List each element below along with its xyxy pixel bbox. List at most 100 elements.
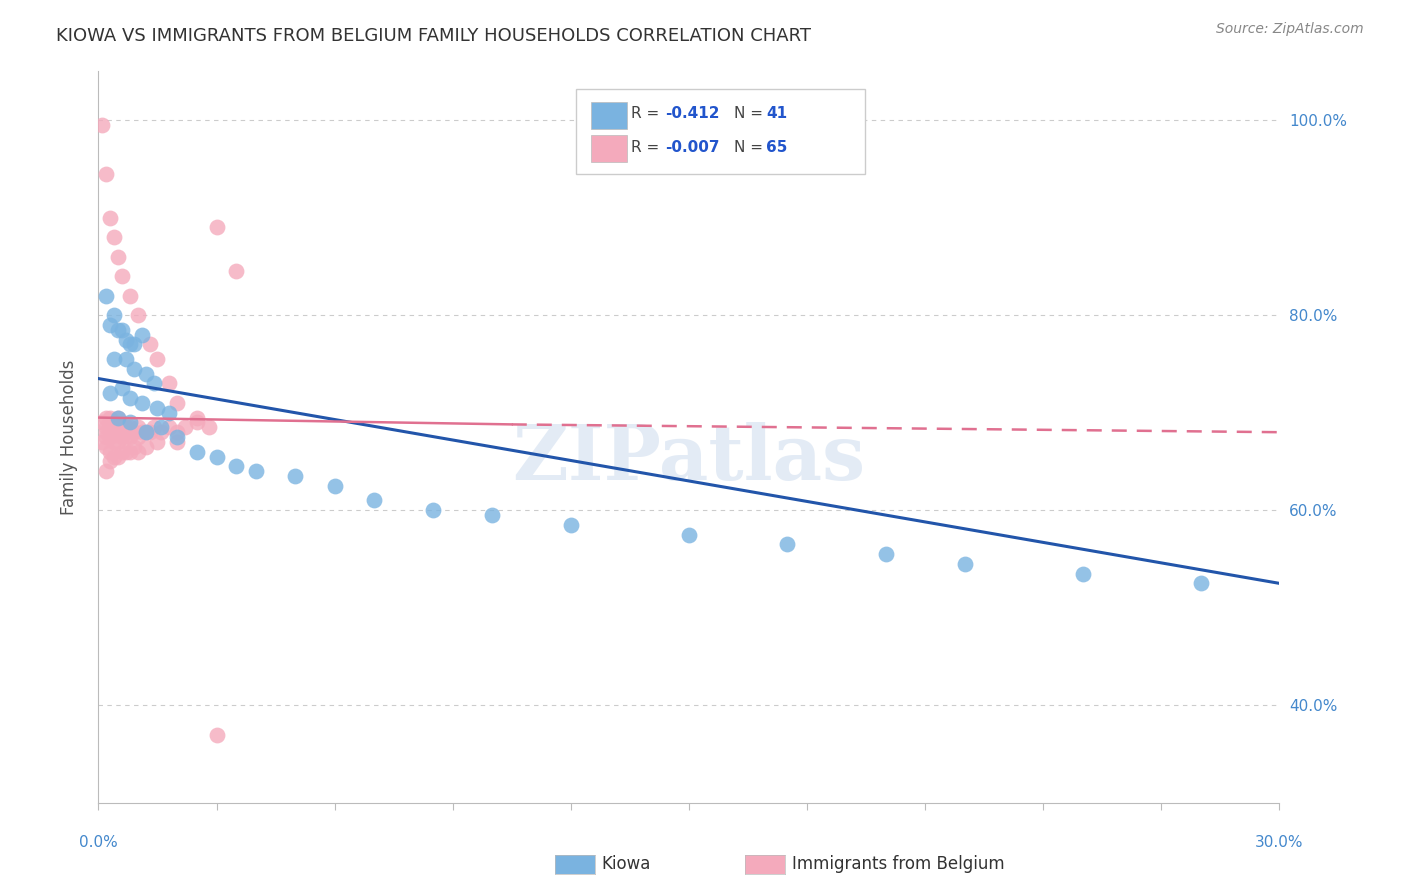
Text: Kiowa: Kiowa <box>602 855 651 873</box>
Point <box>96 420 118 434</box>
Point <box>118 430 141 444</box>
Point <box>142 420 165 434</box>
Point <box>98 420 121 434</box>
Point <box>131 396 153 410</box>
Point <box>135 425 157 440</box>
Point <box>118 420 141 434</box>
Point <box>363 493 385 508</box>
Point <box>98 386 121 401</box>
Point <box>166 430 188 444</box>
Point <box>135 440 157 454</box>
Point <box>127 430 149 444</box>
Point <box>107 410 129 425</box>
Point <box>118 288 141 302</box>
Text: -0.412: -0.412 <box>665 106 720 120</box>
Point <box>146 434 169 449</box>
Point <box>96 430 118 444</box>
Point <box>103 230 125 244</box>
Point <box>115 444 138 458</box>
Text: N =: N = <box>734 140 768 154</box>
Point <box>115 333 138 347</box>
Point <box>135 425 157 440</box>
Point <box>103 450 125 464</box>
Text: N =: N = <box>734 106 768 120</box>
Point <box>197 420 219 434</box>
Point <box>174 420 197 434</box>
Point <box>166 425 188 440</box>
Point <box>1071 566 1094 581</box>
Point <box>107 434 129 449</box>
Point <box>115 430 138 444</box>
Point <box>138 337 160 351</box>
Point <box>111 444 134 458</box>
Point <box>115 352 138 367</box>
Point <box>96 440 118 454</box>
Point <box>111 269 134 284</box>
Point <box>323 479 346 493</box>
Point <box>96 167 118 181</box>
Point <box>96 425 118 440</box>
Text: Immigrants from Belgium: Immigrants from Belgium <box>792 855 1004 873</box>
Point <box>98 430 121 444</box>
Point <box>111 430 134 444</box>
Point <box>98 211 121 225</box>
Point <box>98 410 121 425</box>
Point <box>118 391 141 405</box>
Point <box>142 376 165 391</box>
Point <box>118 416 141 430</box>
Point <box>107 425 129 440</box>
Point <box>284 469 307 483</box>
Point <box>953 557 976 571</box>
Point <box>96 288 118 302</box>
Point <box>118 337 141 351</box>
Point <box>776 537 799 551</box>
Point <box>422 503 444 517</box>
Point <box>678 527 700 541</box>
Point <box>150 425 173 440</box>
Point <box>131 327 153 342</box>
Point <box>96 464 118 478</box>
Point <box>122 337 145 351</box>
Point <box>98 318 121 332</box>
Text: R =: R = <box>631 106 665 120</box>
Point <box>107 420 129 434</box>
Point <box>135 367 157 381</box>
Point <box>96 410 118 425</box>
Point <box>122 361 145 376</box>
Point <box>111 323 134 337</box>
Point <box>245 464 267 478</box>
Point <box>225 459 247 474</box>
Text: 0.0%: 0.0% <box>79 836 118 850</box>
Point <box>225 264 247 278</box>
Point <box>157 420 180 434</box>
Point <box>127 444 149 458</box>
Point <box>138 425 160 440</box>
Point <box>157 376 180 391</box>
Point <box>91 118 114 132</box>
Point <box>98 444 121 458</box>
Point <box>103 434 125 449</box>
Point <box>103 416 125 430</box>
Point <box>127 420 149 434</box>
Point <box>166 396 188 410</box>
Point <box>122 425 145 440</box>
Point <box>111 381 134 395</box>
Point <box>107 410 129 425</box>
Point <box>186 444 208 458</box>
Point <box>146 352 169 367</box>
Point <box>560 517 582 532</box>
Point <box>118 444 141 458</box>
Point <box>107 323 129 337</box>
Point <box>186 416 208 430</box>
Point <box>103 308 125 322</box>
Text: 41: 41 <box>766 106 787 120</box>
Point <box>157 406 180 420</box>
Y-axis label: Family Households: Family Households <box>59 359 77 515</box>
Point <box>205 727 228 741</box>
Point <box>166 434 188 449</box>
Text: 65: 65 <box>766 140 787 154</box>
Point <box>115 420 138 434</box>
Point <box>91 416 114 430</box>
Point <box>98 454 121 468</box>
Point <box>205 450 228 464</box>
